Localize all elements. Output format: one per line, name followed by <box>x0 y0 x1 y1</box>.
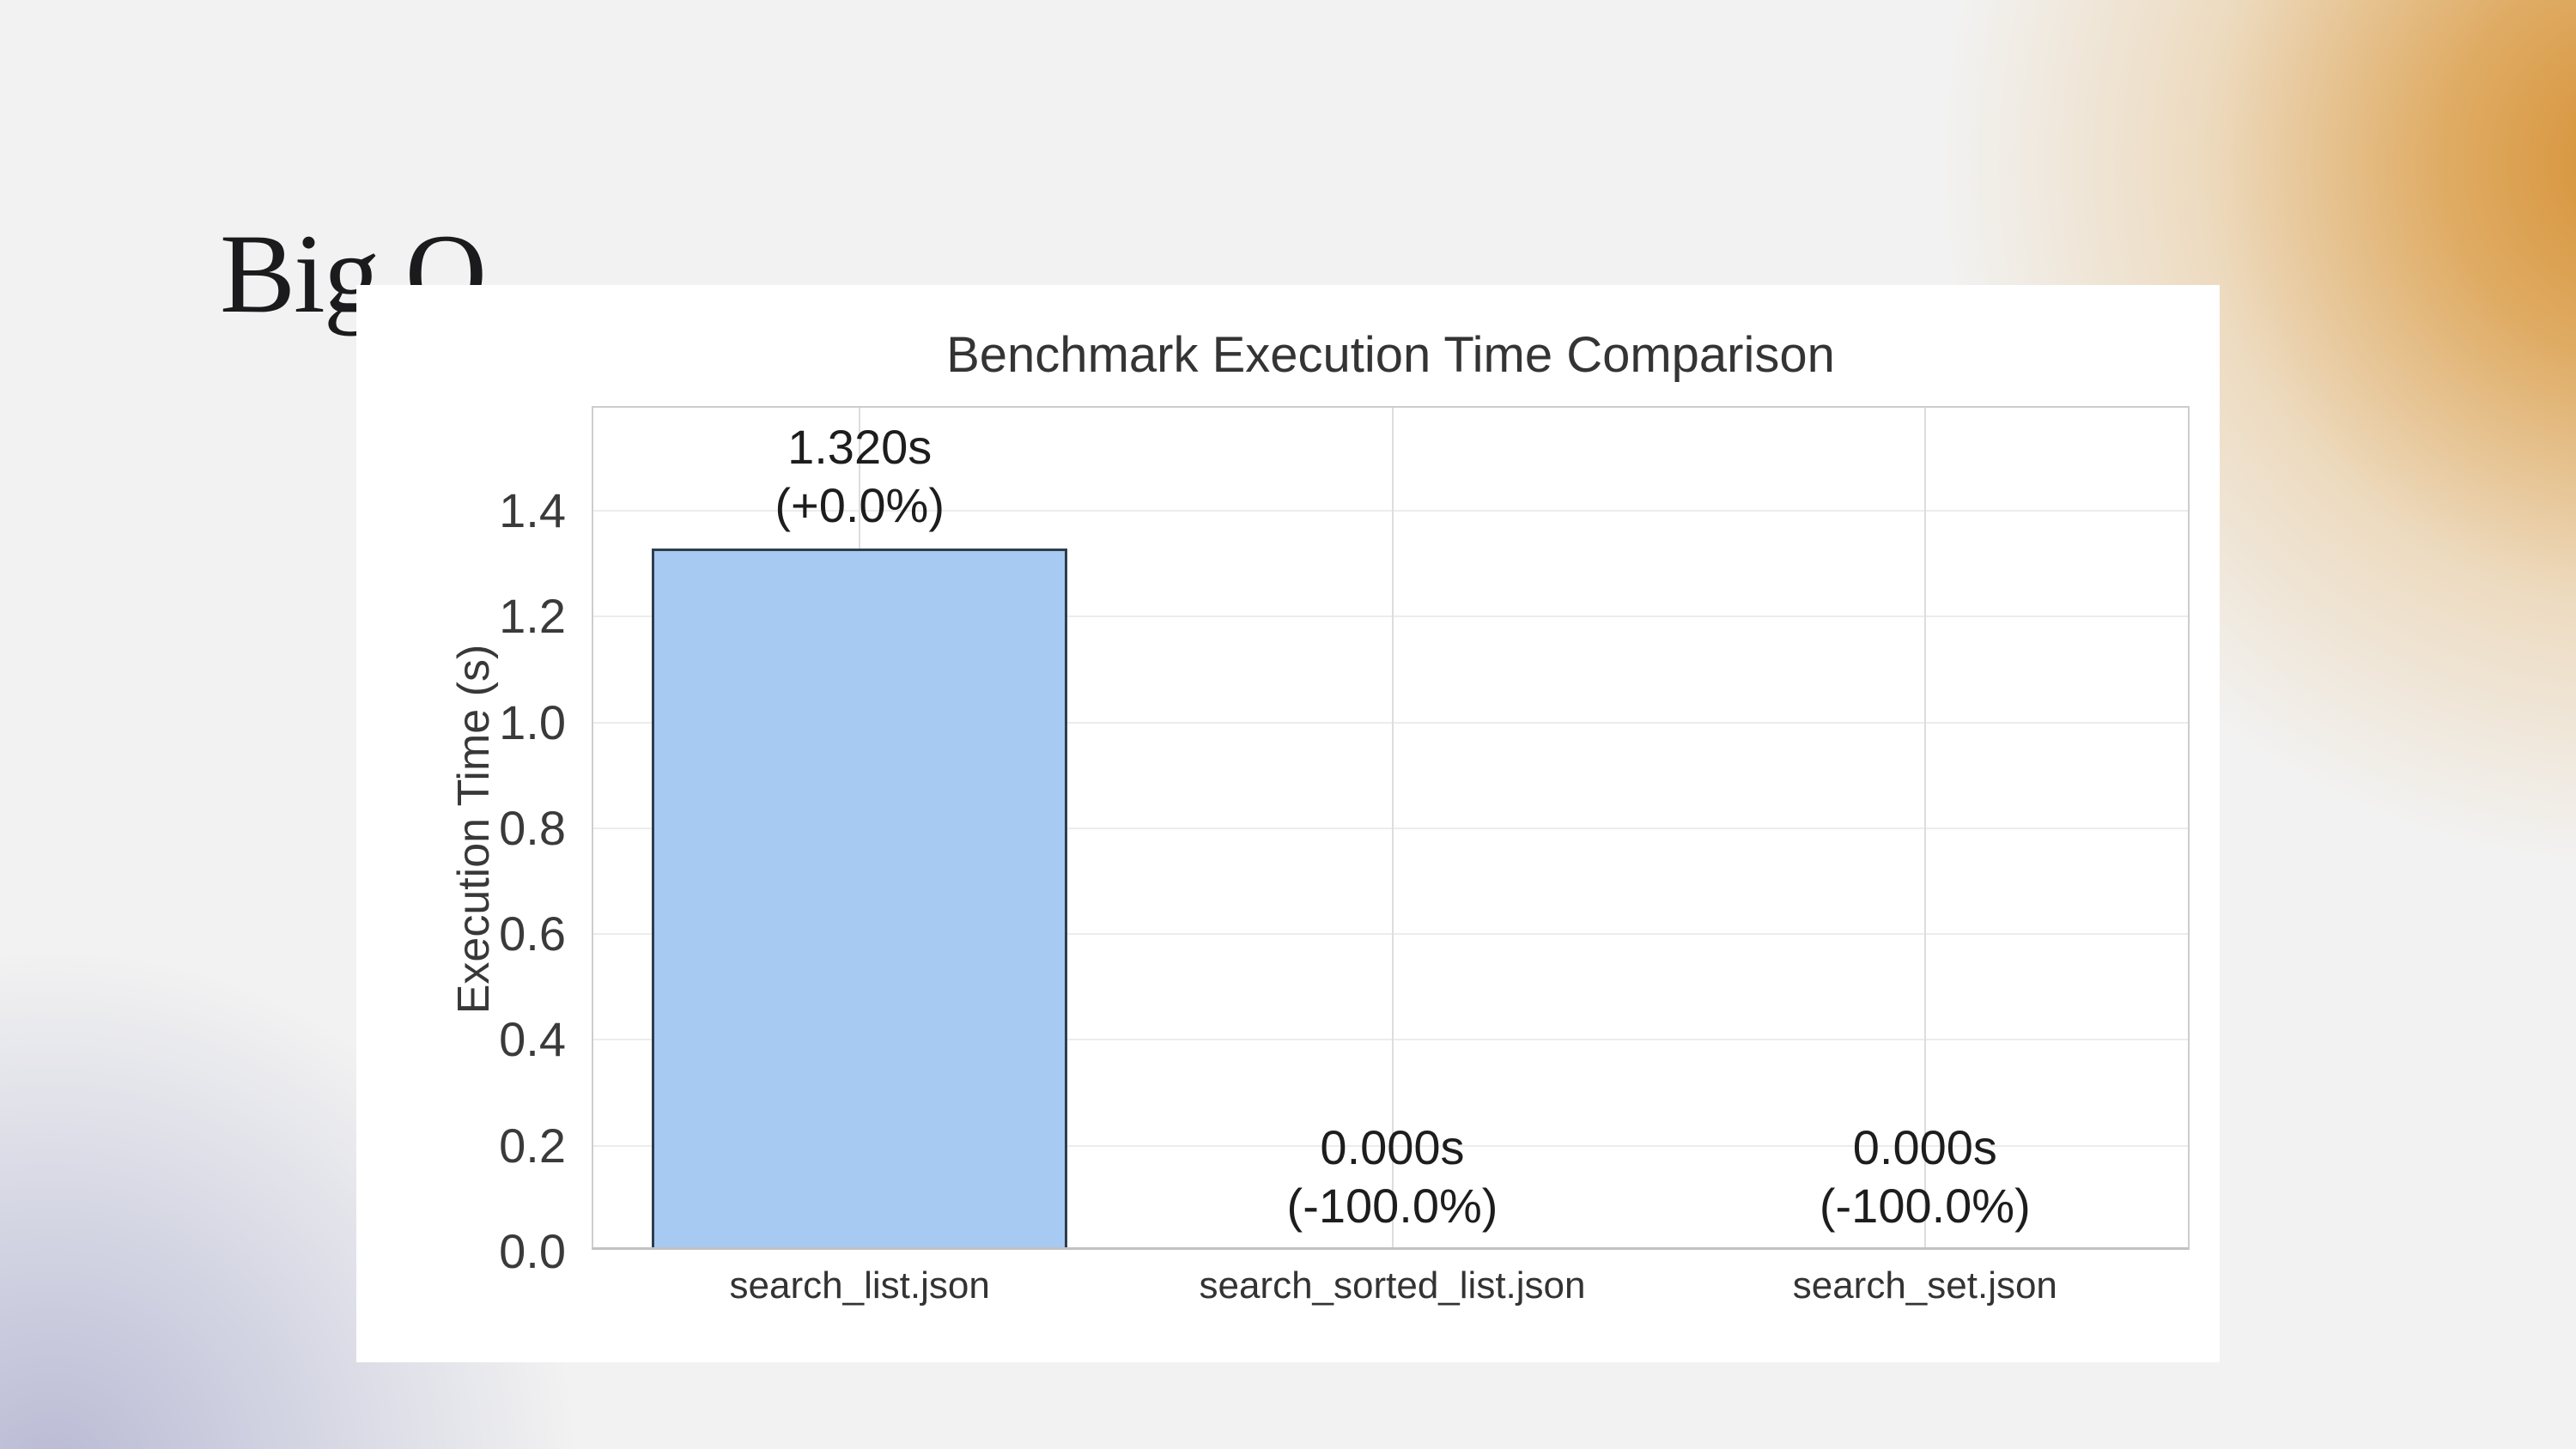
y-tick-label: 0.2 <box>499 1118 566 1173</box>
horizontal-gridline <box>593 615 2188 618</box>
horizontal-gridline <box>593 827 2188 829</box>
plot-area: Execution Time (s) 0.0 0.2 0.4 0.6 0.8 1.0 1.2… <box>449 406 2191 1307</box>
x-tick-label: search_sorted_list.json <box>1199 1264 1586 1307</box>
bar-value-annotation: 1.320s (+0.0%) <box>593 418 1126 535</box>
y-tick-label: 1.0 <box>499 694 566 749</box>
vertical-gridline <box>1391 408 1394 1247</box>
horizontal-gridline <box>593 933 2188 936</box>
annotation-line: 0.000s <box>1852 1120 1997 1174</box>
y-tick-label: 0.6 <box>499 906 566 961</box>
y-tick-label: 0.8 <box>499 800 566 855</box>
chart-card: Benchmark Execution Time Comparison Exec… <box>356 285 2220 1362</box>
annotation-line: 0.000s <box>1320 1120 1465 1174</box>
horizontal-gridline <box>593 721 2188 724</box>
x-tick-label: search_list.json <box>729 1264 990 1307</box>
vertical-gridline <box>1923 408 1926 1247</box>
annotation-line: (-100.0%) <box>1286 1179 1498 1233</box>
x-tick-label: search_set.json <box>1792 1264 2057 1307</box>
y-tick-label: 1.2 <box>499 589 566 644</box>
y-tick-label: 0.4 <box>499 1012 566 1067</box>
annotation-line: (+0.0%) <box>775 478 945 533</box>
horizontal-gridline <box>593 510 2188 512</box>
chart-title: Benchmark Execution Time Comparison <box>946 327 1835 383</box>
horizontal-gridline <box>593 1039 2188 1041</box>
annotation-line: 1.320s <box>787 420 933 475</box>
y-tick-label: 1.4 <box>499 483 566 538</box>
horizontal-gridline <box>593 1144 2188 1147</box>
y-tick-label: 0.0 <box>499 1224 566 1278</box>
bar-value-annotation: 0.000s (-100.0%) <box>1659 1119 2191 1235</box>
bar <box>652 549 1068 1247</box>
bar-value-annotation: 0.000s (-100.0%) <box>1126 1119 1658 1235</box>
annotation-line: (-100.0%) <box>1819 1179 2031 1233</box>
